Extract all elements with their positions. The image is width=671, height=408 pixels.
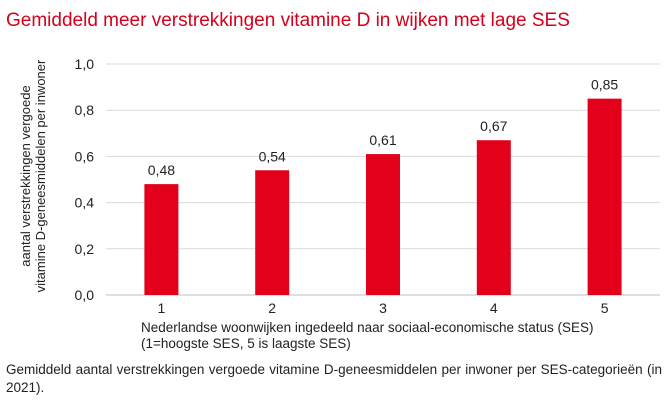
value-labels: 0,48 0,54 0,61 0,67 0,85 (148, 77, 619, 178)
y-tick-label: 1,0 (75, 56, 95, 72)
y-axis-title-line: vitamine D-geneesmiddelen per inwoner (33, 59, 48, 292)
y-axis-label: aantal verstrekkingen vergoedevitamine D… (18, 59, 48, 292)
y-axis-title-line: aantal verstrekkingen vergoede (18, 85, 33, 266)
y-tick-label: 0,4 (75, 195, 95, 211)
bar-chart: 0,00,20,40,60,81,0 0,480,540,610,670,85 … (18, 56, 660, 351)
figure-caption: Gemiddeld aantal verstrekkingen vergoede… (6, 362, 662, 395)
y-tick-label: 0,2 (75, 241, 95, 257)
value-label: 0,61 (369, 132, 396, 148)
x-tick-label: 1 (158, 300, 166, 316)
x-tick-label: 2 (268, 300, 276, 316)
x-axis-title: Nederlandse woonwijken ingedeeld naar so… (141, 320, 594, 351)
x-axis-title-line: (1=hoogste SES, 5 is laagste SES) (141, 336, 351, 351)
bar (144, 184, 179, 295)
x-tick-label: 5 (601, 300, 609, 316)
x-axis-title-line: Nederlandse woonwijken ingedeeld naar so… (141, 320, 594, 335)
chart-title: Gemiddeld meer verstrekkingen vitamine D… (6, 10, 570, 31)
y-axis-ticks: 0,0 0,2 0,4 0,6 0,8 1,0 (75, 56, 95, 303)
bar (366, 154, 400, 295)
value-label: 0,54 (259, 148, 286, 164)
x-tick-label: 3 (379, 300, 387, 316)
y-axis-title: aantal verstrekkingen vergoedevitamine D… (18, 59, 48, 292)
bars (144, 98, 622, 296)
y-tick-label: 0,8 (75, 102, 95, 118)
x-axis-ticks: 1 2 3 4 5 (158, 300, 609, 316)
y-tick-label: 0,0 (75, 287, 95, 303)
bar (255, 170, 290, 295)
x-tick-label: 4 (490, 300, 498, 316)
value-label: 0,48 (148, 162, 175, 178)
bar (476, 140, 511, 295)
value-label: 0,85 (591, 77, 618, 93)
value-label: 0,67 (480, 118, 507, 134)
y-tick-label: 0,6 (75, 148, 95, 164)
bar (587, 98, 622, 296)
x-axis-label: Nederlandse woonwijken ingedeeld naar so… (141, 320, 594, 351)
